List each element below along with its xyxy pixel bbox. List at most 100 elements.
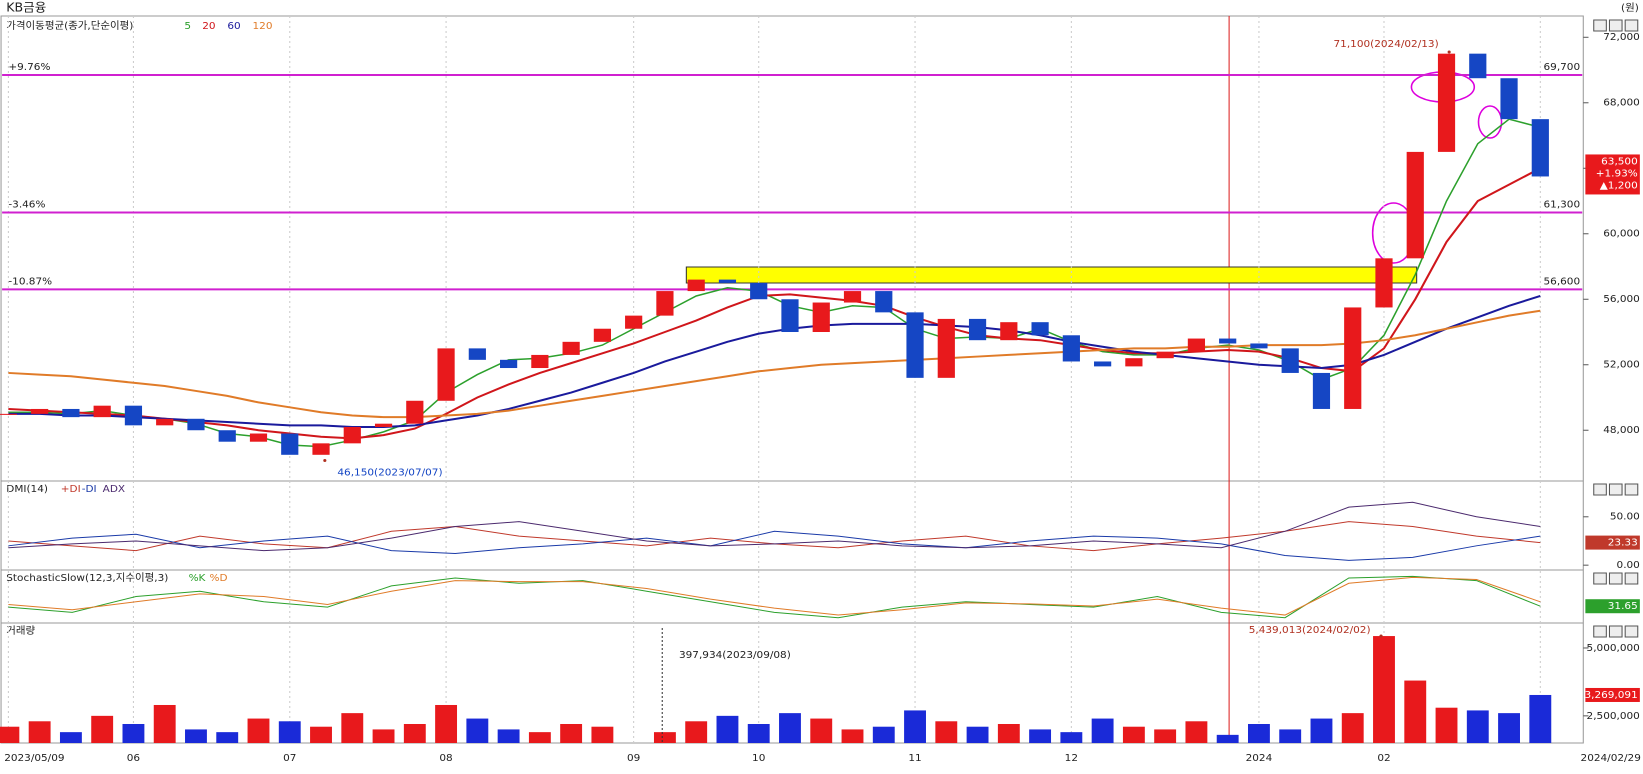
level-label: -3.46% — [8, 199, 45, 211]
chart-title: KB금융 — [6, 1, 46, 15]
candle — [187, 418, 205, 431]
volume-bar — [1466, 710, 1489, 743]
candle — [1500, 78, 1518, 120]
volume-bar — [278, 721, 301, 743]
button[interactable] — [1624, 19, 1639, 32]
last-price-label: ▲1,200 — [1600, 180, 1638, 192]
line — [8, 576, 1541, 616]
volume-bar — [1435, 707, 1458, 743]
legend-entry: 60 — [227, 20, 240, 32]
volume-bar — [435, 704, 458, 743]
candle — [1187, 338, 1206, 352]
candle — [406, 400, 424, 424]
volume-bar — [59, 732, 82, 743]
candle — [124, 405, 143, 426]
candle — [312, 443, 330, 455]
legend-entry: %D — [210, 572, 228, 584]
volume-bar — [216, 732, 239, 743]
button[interactable] — [1608, 19, 1623, 32]
y-tick-label: 5,000,000 — [1587, 642, 1640, 654]
button[interactable] — [1624, 483, 1639, 496]
volume-bar — [779, 713, 801, 743]
x-tick-label: 06 — [127, 752, 140, 764]
volume-bar — [810, 718, 833, 743]
volume-bar — [372, 729, 395, 743]
line — [8, 309, 1541, 419]
candle — [906, 312, 924, 378]
x-tick-label: 10 — [752, 752, 765, 764]
candle — [656, 291, 674, 316]
volume-bar — [247, 718, 270, 743]
candle — [1125, 358, 1143, 367]
button[interactable] — [1608, 625, 1623, 638]
volume-bar — [153, 704, 176, 743]
last-value-box — [1585, 687, 1640, 702]
volume-bar — [1154, 729, 1177, 743]
button[interactable] — [1624, 572, 1639, 585]
last-price-label: +1.93% — [1596, 168, 1638, 180]
candle — [156, 418, 174, 426]
volume-bar — [747, 723, 770, 743]
candle — [1031, 322, 1049, 336]
volume-bar — [466, 718, 489, 743]
x-tick-label: 02 — [1377, 752, 1390, 764]
legend-entry: %K — [189, 572, 206, 584]
candle — [937, 318, 955, 378]
candle — [593, 328, 611, 342]
candle — [1375, 258, 1393, 308]
volume-bar — [716, 715, 739, 743]
candle — [281, 433, 299, 455]
candle — [718, 279, 737, 283]
legend-entry: ADX — [103, 483, 125, 495]
button[interactable] — [1624, 625, 1639, 638]
level-label: +9.76% — [8, 61, 50, 73]
candle — [968, 318, 987, 341]
panel-title: StochasticSlow(12,3,지수이평,3) — [6, 572, 168, 584]
last-value-label: 3,269,091 — [1584, 689, 1637, 701]
volume-bar — [1122, 726, 1145, 743]
annotation: 71,100(2024/02/13) — [1334, 38, 1439, 50]
candle — [1469, 53, 1487, 79]
volume-bar — [872, 726, 895, 743]
button[interactable] — [1608, 572, 1623, 585]
volume-bar — [1185, 721, 1208, 743]
button[interactable] — [1593, 483, 1607, 496]
volume-bar — [185, 729, 207, 743]
legend-entry: -DI — [82, 483, 97, 495]
level-value: 69,700 — [1543, 61, 1580, 73]
line — [8, 530, 1541, 561]
candle — [374, 423, 393, 427]
annotation-point — [1447, 50, 1451, 54]
candle — [437, 348, 455, 401]
volume-bar — [1341, 713, 1364, 743]
level-label: -10.87% — [8, 276, 52, 288]
candle — [1156, 351, 1174, 359]
candle — [1406, 151, 1424, 259]
last-value-label: 31.65 — [1608, 600, 1638, 612]
candle — [562, 341, 580, 355]
volume-bar — [841, 729, 864, 743]
candle — [750, 282, 768, 300]
legend-entry: 120 — [253, 20, 273, 32]
candle — [1281, 348, 1299, 373]
annotation: 46,150(2023/07/07) — [337, 467, 442, 479]
button[interactable] — [1608, 483, 1623, 496]
candle — [62, 408, 80, 418]
volume-bar — [1247, 723, 1270, 743]
button[interactable] — [1593, 572, 1607, 585]
volume-bar — [997, 723, 1020, 743]
volume-bar — [1404, 680, 1427, 743]
candle — [875, 291, 893, 313]
candle — [843, 291, 862, 303]
button[interactable] — [1593, 625, 1607, 638]
candle — [531, 354, 549, 369]
volume-bar — [497, 729, 520, 743]
button[interactable] — [1593, 19, 1607, 32]
volume-bar — [1029, 729, 1052, 743]
x-tick-label: 11 — [908, 752, 921, 764]
highlight-box — [685, 266, 1418, 284]
volume-bar — [935, 721, 958, 743]
y-tick-label: 60,000 — [1603, 228, 1640, 240]
